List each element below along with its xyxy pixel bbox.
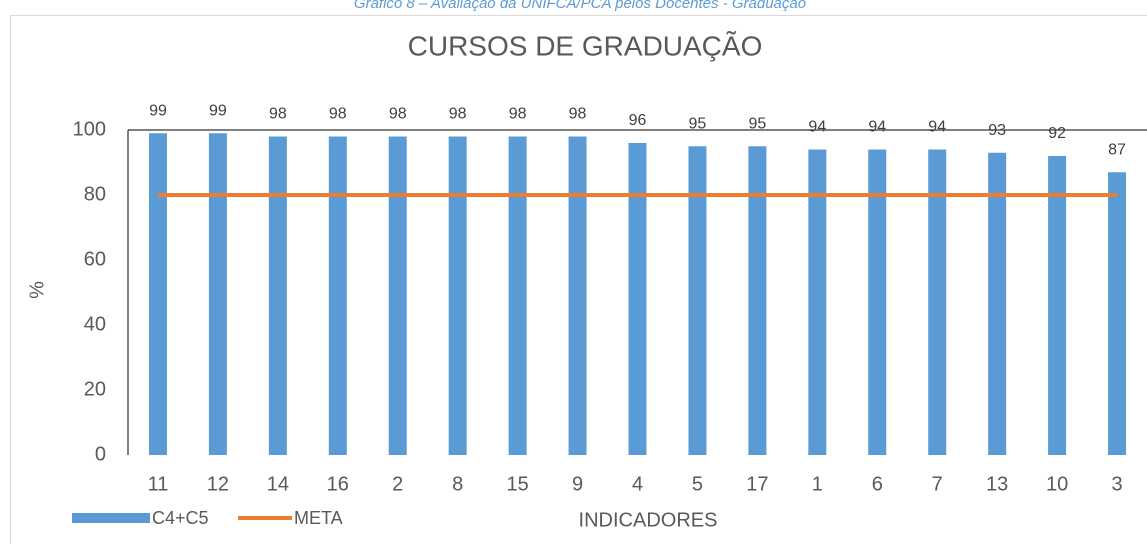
x-tick-label: 17 [746,473,768,495]
legend-swatch [72,513,150,523]
x-tick-label: 12 [207,473,229,495]
y-axis-title: % [26,281,48,299]
data-label: 94 [808,119,826,136]
data-label: 95 [748,115,766,132]
x-tick-label: 15 [506,473,528,495]
x-tick-label: 16 [327,473,349,495]
bar [208,133,227,455]
x-tick-label: 4 [632,473,643,495]
x-axis-title: INDICADORES [579,509,718,531]
data-label: 98 [269,106,287,123]
x-tick-label: 3 [1111,473,1122,495]
data-label: 92 [1048,125,1066,142]
bar [1048,156,1067,455]
bar [808,149,827,455]
caption: Gráfico 8 – Avaliação da UNIFCA/PCA pelo… [354,0,806,12]
x-tick-label: 5 [692,473,703,495]
x-tick-label: 10 [1046,473,1068,495]
x-tick-label: 9 [572,473,583,495]
data-label: 98 [569,106,587,123]
y-tick-label: 60 [84,248,106,270]
x-tick-label: 14 [267,473,289,495]
bar [508,136,527,455]
bar [868,149,887,455]
x-tick-label: 2 [392,473,403,495]
x-tick-label: 8 [452,473,463,495]
x-tick-label: 1 [812,473,823,495]
legend-label: C4+C5 [152,508,209,528]
data-label: 93 [988,122,1006,139]
bar [328,136,347,455]
bar [688,146,707,455]
bar [568,136,587,455]
y-tick-label: 0 [95,443,106,465]
legend-label: META [294,508,343,528]
data-label: 99 [149,102,167,119]
bar [268,136,287,455]
data-label: 96 [629,112,647,129]
bar [448,136,467,455]
data-label: 94 [868,119,886,136]
y-tick-label: 100 [73,118,106,140]
x-tick-label: 11 [148,473,169,495]
bar [988,152,1007,455]
data-label: 95 [689,115,707,132]
x-tick-label: 6 [872,473,883,495]
data-label: 98 [509,106,527,123]
data-label: 98 [449,106,467,123]
chart-title: CURSOS DE GRADUAÇÃO [408,30,763,61]
bar [928,149,947,455]
y-tick-label: 80 [84,183,106,205]
y-tick-label: 20 [84,378,106,400]
data-label: 98 [329,106,347,123]
data-label: 99 [209,102,227,119]
chart-border [10,15,1147,544]
bar [1108,172,1127,455]
bar [628,143,647,455]
bar [748,146,767,455]
x-tick-label: 13 [986,473,1008,495]
y-tick-label: 40 [84,313,106,335]
x-tick-label: 7 [932,473,943,495]
data-label: 94 [928,119,946,136]
data-label: 87 [1108,141,1126,158]
data-label: 98 [389,106,407,123]
bar [148,133,167,455]
bar [388,136,407,455]
